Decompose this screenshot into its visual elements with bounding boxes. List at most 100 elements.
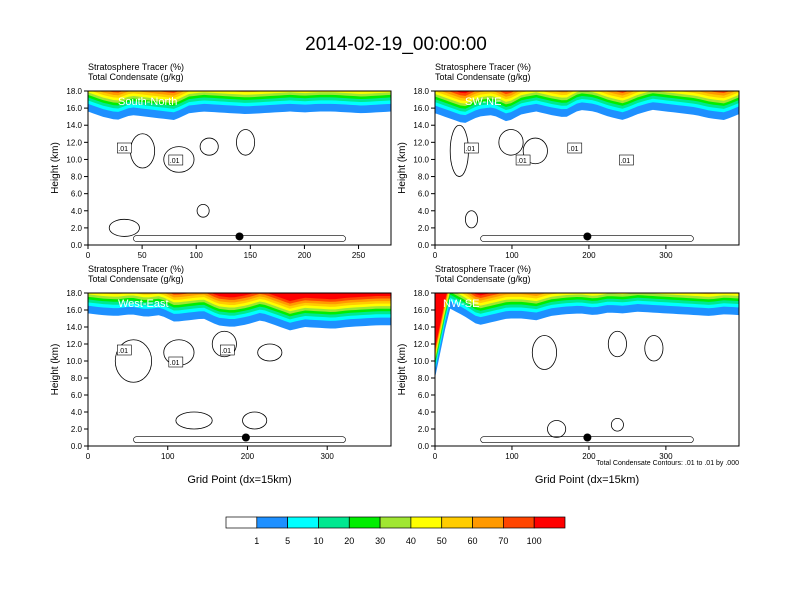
panel-label: NW-SE xyxy=(443,298,479,310)
condensate-contour xyxy=(644,335,664,362)
location-marker xyxy=(241,433,250,442)
y-tick-label: 2.0 xyxy=(418,425,430,434)
x-tick-label: 0 xyxy=(433,251,438,260)
location-marker xyxy=(583,433,592,442)
y-tick-label: 14.0 xyxy=(413,323,429,332)
y-tick-label: 12.0 xyxy=(413,340,429,349)
tracer-band xyxy=(435,91,739,96)
x-tick-label: 0 xyxy=(86,251,91,260)
colorbar-label: 10 xyxy=(313,536,323,546)
colorbar-swatch xyxy=(318,516,350,529)
y-tick-label: 4.0 xyxy=(71,207,83,216)
panel-subtitle-2: Total Condensate (g/kg) xyxy=(435,72,531,82)
x-axis-label: Grid Point (dx=15km) xyxy=(187,474,291,486)
colorbar-swatch xyxy=(256,516,288,529)
condensate-contour xyxy=(242,411,268,430)
condensate-contour xyxy=(196,203,210,218)
y-tick-label: 18.0 xyxy=(413,289,429,298)
colorbar-swatch xyxy=(410,516,443,529)
tracer-band xyxy=(88,91,391,94)
colorbar: 1 5 10 20 30 40 50 60 70 100 xyxy=(225,516,566,546)
condensate-contour xyxy=(211,330,237,358)
contour-label-box xyxy=(117,142,132,154)
condensate-contour xyxy=(531,335,558,370)
colorbar-swatch xyxy=(379,516,412,529)
y-tick-label: 18.0 xyxy=(413,87,429,96)
tracer-band xyxy=(435,293,739,362)
x-tick-label: 300 xyxy=(659,452,673,461)
colorbar-swatch xyxy=(472,516,504,529)
location-marker xyxy=(583,232,592,241)
condensate-contour xyxy=(236,129,256,156)
x-tick-label: 100 xyxy=(505,251,519,260)
plot-frame xyxy=(434,292,740,447)
contour-label-box xyxy=(168,154,184,166)
x-tick-label: 250 xyxy=(352,251,366,260)
x-tick-label: 50 xyxy=(138,251,147,260)
contour-label-box xyxy=(567,142,583,154)
figure-title: 2014-02-19_00:00:00 xyxy=(305,34,487,55)
panel-subtitle-2: Total Condensate (g/kg) xyxy=(88,72,184,82)
x-tick-label: 100 xyxy=(190,251,204,260)
plot-frame xyxy=(87,90,392,246)
x-tick-label: 200 xyxy=(298,251,312,260)
contour-label-box xyxy=(515,154,531,166)
contour-label: .01 xyxy=(118,146,128,153)
x-tick-label: 300 xyxy=(659,251,673,260)
colorbar-swatch xyxy=(533,516,566,529)
y-axis-label: Height (km) xyxy=(50,344,61,396)
colorbar-label: 50 xyxy=(437,536,447,546)
y-tick-label: 8.0 xyxy=(71,374,83,383)
y-tick-label: 10.0 xyxy=(413,357,429,366)
y-tick-label: 4.0 xyxy=(418,408,430,417)
contour-label-box xyxy=(464,142,479,154)
y-tick-label: 2.0 xyxy=(71,425,83,434)
contour-label: .01 xyxy=(170,360,180,367)
contour-label: .01 xyxy=(620,158,630,165)
tracer-band xyxy=(435,293,739,378)
x-tick-label: 0 xyxy=(433,452,438,461)
panel-subtitle-2: Total Condensate (g/kg) xyxy=(435,274,531,284)
condensate-contour xyxy=(547,420,567,438)
colorbar-label: 20 xyxy=(344,536,354,546)
x-tick-label: 100 xyxy=(161,452,175,461)
y-tick-label: 6.0 xyxy=(418,391,430,400)
y-tick-label: 12.0 xyxy=(413,138,429,147)
chart-panel: NW-SE 0.0 2.0 4.0 6.0 8.0 10.0 12.0 14.0 16.0 18.0… xyxy=(397,264,740,486)
y-tick-label: 6.0 xyxy=(71,391,83,400)
x-tick-label: 150 xyxy=(244,251,258,260)
condensate-contour xyxy=(498,129,524,156)
y-tick-label: 18.0 xyxy=(66,289,82,298)
condensate-contour xyxy=(108,218,140,237)
y-tick-label: 0.0 xyxy=(71,241,83,250)
condensate-contour xyxy=(114,339,153,383)
plot-area: West-East .01 .01 .01 xyxy=(88,293,391,446)
condensate-contour xyxy=(163,146,195,173)
x-tick-label: 200 xyxy=(241,452,255,461)
contour-label-box xyxy=(220,344,235,356)
panel-subtitle-1: Stratosphere Tracer (%) xyxy=(88,62,184,72)
y-tick-label: 16.0 xyxy=(413,104,429,113)
y-tick-label: 0.0 xyxy=(418,241,430,250)
contour-label-box xyxy=(619,154,634,166)
y-tick-label: 2.0 xyxy=(418,224,430,233)
colorbar-swatch xyxy=(441,516,473,529)
colorbar-label: 5 xyxy=(285,536,290,546)
y-tick-label: 8.0 xyxy=(71,173,83,182)
contour-label: .01 xyxy=(569,146,579,153)
colorbar-swatch xyxy=(287,516,319,529)
tracer-band xyxy=(88,293,391,302)
tracer-band xyxy=(88,82,391,91)
chart-panel: West-East .01 .01 .01 0.0 2.0 4.0 6.0 8.0 10.0 12.… xyxy=(50,264,392,486)
x-tick-label: 100 xyxy=(505,452,519,461)
y-axis-label: Height (km) xyxy=(397,344,408,396)
y-tick-label: 4.0 xyxy=(71,408,83,417)
plot-area: South-North .01 .01 xyxy=(88,82,391,245)
chart-panel: SW-NE .01 .01 .01 .01 0.0 2.0 4.0 6.0 8.0 10.0 12.0… xyxy=(397,62,740,260)
y-tick-label: 14.0 xyxy=(66,121,82,130)
contour-label: .01 xyxy=(170,158,180,165)
y-tick-label: 0.0 xyxy=(418,442,430,451)
y-tick-label: 14.0 xyxy=(66,323,82,332)
contour-label: .01 xyxy=(465,146,475,153)
